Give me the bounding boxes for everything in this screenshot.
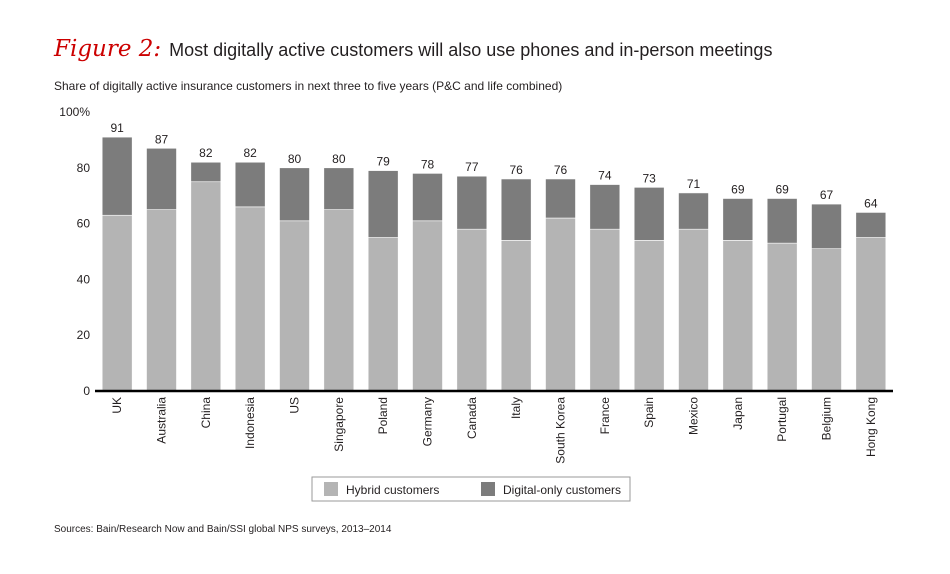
bar-total-label: 78 [421, 157, 435, 171]
bar-total-label: 82 [199, 146, 213, 160]
bar-total-label: 87 [155, 132, 169, 146]
legend-swatch-digital-only [481, 482, 495, 496]
y-axis-ticks: 0 20 40 60 80 100% [59, 105, 90, 398]
bar-segment-hybrid [545, 217, 576, 392]
bar-segment-hybrid [678, 228, 709, 392]
bar-total-label: 79 [376, 155, 390, 169]
bar-total-label: 77 [465, 160, 479, 174]
x-tick-label: Canada [465, 397, 479, 439]
bar-total-label: 69 [775, 182, 789, 196]
figure-label: Figure 2: [54, 36, 162, 62]
bar-segment-hybrid [500, 240, 532, 392]
figure-title: Most digitally active customers will als… [169, 40, 773, 60]
x-tick-label: China [199, 397, 213, 429]
bar-total-label: 80 [288, 152, 302, 166]
x-tick-label: Spain [642, 397, 656, 428]
bar-segment-hybrid [766, 242, 798, 392]
bar-segment-hybrid [589, 228, 621, 392]
bar-segment-hybrid [234, 206, 266, 392]
x-tick-label: France [598, 397, 612, 435]
x-tick-label: UK [110, 397, 124, 414]
bar-segment-hybrid [323, 209, 355, 392]
x-tick-label: Italy [509, 397, 523, 419]
bar-segment-hybrid [412, 220, 443, 392]
legend-box [311, 476, 631, 502]
bar-total-label: 82 [243, 146, 257, 160]
bar-group: 91 87 82 82 80 80 79 78 77 76 76 74 73 71 69 69 67 64 [101, 121, 887, 392]
y-tick-label: 20 [77, 328, 91, 342]
bar-segment-hybrid [279, 220, 310, 392]
x-tick-label: Japan [731, 397, 745, 430]
bar-segment-hybrid [101, 214, 133, 392]
legend: Hybrid customers Digital-only customers [311, 476, 631, 502]
legend-label-hybrid: Hybrid customers [346, 483, 439, 497]
x-tick-label: Germany [421, 397, 435, 446]
y-tick-label: 40 [77, 272, 91, 286]
bar-total-label: 76 [509, 163, 523, 177]
bar-segment-digital-only [545, 178, 576, 219]
bar-total-label: 69 [731, 182, 745, 196]
bar-segment-digital-only [101, 136, 133, 216]
bar-total-label: 91 [110, 121, 124, 135]
bar-segment-digital-only [633, 187, 665, 241]
bar-segment-digital-only [456, 175, 488, 230]
bar-segment-digital-only [190, 161, 222, 183]
bar-segment-hybrid [190, 181, 222, 392]
bar-segment-digital-only [500, 178, 532, 241]
bar-segment-digital-only [855, 212, 887, 238]
legend-label-digital-only: Digital-only customers [503, 483, 621, 497]
x-tick-label: Australia [155, 397, 169, 444]
bar-segment-digital-only [367, 170, 399, 238]
x-tick-label: Poland [376, 397, 390, 434]
bar-segment-hybrid [367, 237, 399, 392]
bar-segment-hybrid [633, 240, 665, 392]
y-tick-label: 0 [83, 384, 90, 398]
bar-segment-digital-only [146, 147, 177, 210]
bar-total-label: 64 [864, 196, 878, 210]
bar-total-label: 76 [554, 163, 568, 177]
x-axis-tick-labels: UK Australia China Indonesia US Singapore Pola… [110, 397, 878, 464]
source-note: Sources: Bain/Research Now and Bain/SSI … [54, 524, 392, 535]
x-tick-label: US [288, 397, 302, 414]
bar-segment-digital-only [279, 167, 310, 222]
bar-segment-digital-only [234, 161, 266, 208]
bar-segment-digital-only [766, 198, 798, 244]
bar-segment-hybrid [722, 240, 754, 392]
bar-segment-hybrid [855, 237, 887, 392]
bar-segment-hybrid [456, 228, 488, 392]
legend-swatch-hybrid [324, 482, 338, 496]
bar-total-label: 71 [687, 177, 701, 191]
bar-segment-digital-only [811, 203, 842, 250]
chart-subtitle: Share of digitally active insurance cust… [54, 79, 563, 93]
x-tick-label: Hong Kong [864, 397, 878, 457]
bar-segment-digital-only [589, 184, 621, 230]
y-tick-label: 100% [59, 105, 90, 119]
bar-total-label: 74 [598, 169, 612, 183]
bar-segment-digital-only [722, 198, 754, 241]
x-tick-label: Mexico [687, 397, 701, 435]
bar-segment-hybrid [146, 209, 177, 392]
bar-segment-digital-only [678, 192, 709, 230]
figure-title-row: Figure 2: Most digitally active customers… [54, 36, 772, 62]
bar-total-label: 67 [820, 188, 834, 202]
bar-total-label: 80 [332, 152, 346, 166]
bar-segment-digital-only [323, 167, 355, 210]
x-tick-label: Portugal [775, 397, 789, 442]
x-tick-label: South Korea [554, 397, 568, 464]
x-tick-label: Singapore [332, 397, 346, 452]
y-tick-label: 80 [77, 161, 91, 175]
bar-segment-digital-only [412, 173, 443, 222]
bar-segment-hybrid [811, 248, 842, 392]
y-tick-label: 60 [77, 217, 91, 231]
x-tick-label: Indonesia [243, 397, 257, 449]
bar-total-label: 73 [642, 171, 656, 185]
x-tick-label: Belgium [820, 397, 834, 440]
